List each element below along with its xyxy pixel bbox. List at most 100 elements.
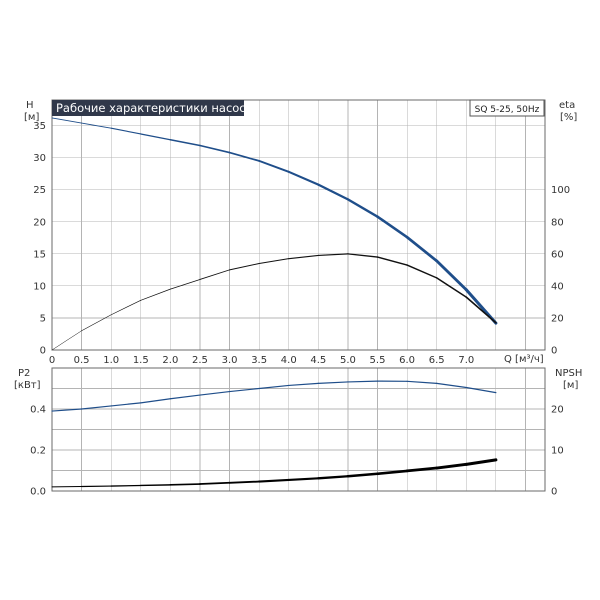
eta-tick-label: 60	[551, 249, 564, 260]
h-tick-label: 20	[33, 217, 46, 228]
power-curve-segment	[288, 382, 319, 387]
bottom-chart-panel: 0.0 0.2 0.4 0 10 20	[30, 367, 564, 498]
bottom-plot-frame	[51, 367, 546, 492]
head-curve-segment	[140, 133, 172, 141]
power-curve-segment	[465, 386, 497, 394]
p2-axis-symbol: P2	[18, 368, 30, 379]
head-curve-segment	[435, 259, 468, 292]
q-tick-label: 6.0	[399, 355, 415, 366]
q-tick-label: 3.0	[222, 355, 238, 366]
h-tick-label: 30	[33, 153, 46, 164]
q-tick-label: 1.5	[133, 355, 149, 366]
npsh-curve-segment	[405, 466, 439, 473]
eta-tick-label: 80	[551, 217, 564, 228]
model-tag: SQ 5-25, 50Hz	[475, 105, 540, 115]
h-axis-symbol: H	[26, 100, 34, 111]
npsh-axis-unit: [м]	[563, 380, 578, 391]
efficiency-curve-segment	[199, 269, 231, 280]
top-chart-panel: 0 5 10 15 20 25 30 35 0 20 40 60 80 100 0 0.5 1.0 1.5 2.0 2…	[33, 99, 570, 366]
head-curve-segment	[376, 215, 409, 239]
model-tag-box	[469, 99, 545, 117]
efficiency-curve-segment	[465, 296, 497, 324]
chart-title: Рабочие характеристики насоса	[56, 101, 253, 115]
npsh-tick-label: 20	[551, 405, 564, 416]
p2-tick-label: 0.4	[30, 405, 46, 416]
npsh-curve-segment	[317, 475, 350, 480]
q-tick-label: 3.5	[251, 355, 267, 366]
eta-tick-label: 100	[551, 185, 570, 196]
q-tick-label: 6.5	[429, 355, 445, 366]
p2-tick-label: 0.0	[30, 487, 46, 498]
efficiency-curve-segment	[110, 299, 142, 316]
h-tick-label: 10	[33, 281, 46, 292]
npsh-curve-segment	[258, 478, 290, 483]
h-tick-label: 35	[33, 121, 46, 132]
top-plot-frame	[51, 99, 546, 351]
head-curve-segment	[287, 170, 320, 186]
q-tick-label: 2.5	[192, 355, 208, 366]
power-curve-segment	[51, 408, 83, 412]
efficiency-curve-segment	[169, 279, 201, 290]
efficiency-curve-segment	[406, 264, 438, 279]
efficiency-curve-segment	[81, 314, 112, 332]
efficiency-curve-segment	[376, 256, 408, 266]
npsh-curve-segment	[435, 462, 468, 470]
npsh-curve-segment	[464, 458, 498, 466]
npsh-curve-segment	[140, 484, 172, 487]
power-curve-segment	[169, 394, 201, 400]
q-tick-label: 7.0	[458, 355, 474, 366]
power-curve-segment	[258, 384, 290, 390]
head-curve-segment	[258, 159, 290, 173]
npsh-curve-segment	[376, 469, 409, 476]
chart-title-box	[52, 100, 244, 116]
head-curve-segment	[346, 198, 379, 218]
power-curve-segment	[140, 398, 171, 404]
power-curve-segment	[347, 380, 379, 383]
npsh-curve-segment	[169, 483, 201, 486]
head-curve-segment	[228, 151, 261, 162]
h-tick-label: 15	[33, 249, 46, 260]
power-curve-segment	[110, 402, 142, 407]
eta-axis-unit: [%]	[560, 112, 577, 123]
npsh-curve-segment	[228, 480, 261, 484]
q-axis-label: Q [м³/ч]	[504, 354, 544, 365]
q-tick-label: 1.0	[103, 355, 119, 366]
q-tick-label: 5.5	[370, 355, 386, 366]
npsh-tick-label: 0	[551, 487, 557, 498]
efficiency-curve-segment	[229, 262, 260, 271]
npsh-curve-segment	[346, 472, 379, 478]
efficiency-curve-segment	[347, 253, 379, 258]
efficiency-curve-segment	[258, 258, 290, 264]
q-tick-label: 0	[49, 355, 55, 366]
eta-axis-symbol: eta	[559, 100, 575, 111]
npsh-tick-label: 10	[551, 446, 564, 457]
power-curve-segment	[80, 405, 112, 410]
head-curve-segment	[51, 117, 82, 124]
p2-axis-unit: [кВт]	[14, 380, 41, 391]
npsh-axis-symbol: NPSH	[555, 368, 582, 379]
head-curve-segment	[405, 235, 439, 263]
h-axis-unit: [м]	[24, 112, 39, 123]
q-tick-label: 5.0	[340, 355, 356, 366]
h-tick-label: 25	[33, 185, 46, 196]
efficiency-curve-segment	[435, 277, 468, 298]
head-curve-segment	[110, 127, 142, 135]
npsh-curve-segment	[110, 484, 142, 487]
head-curve-segment	[199, 144, 231, 154]
efficiency-curve-segment	[288, 254, 319, 260]
power-curve-segment	[199, 390, 231, 396]
h-tick-label: 0	[40, 346, 46, 357]
npsh-curve-segment	[199, 481, 231, 485]
q-tick-label: 2.0	[162, 355, 178, 366]
q-tick-label: 4.0	[281, 355, 297, 366]
head-curve-segment	[317, 183, 350, 201]
efficiency-curve-segment	[317, 253, 349, 257]
h-tick-label: 5	[40, 313, 46, 324]
power-curve-segment	[436, 382, 467, 389]
head-curve-segment	[169, 139, 201, 147]
eta-tick-label: 0	[551, 346, 557, 357]
npsh-curve-segment	[287, 477, 320, 482]
efficiency-curve-segment	[140, 288, 171, 301]
power-curve-segment	[317, 381, 349, 384]
